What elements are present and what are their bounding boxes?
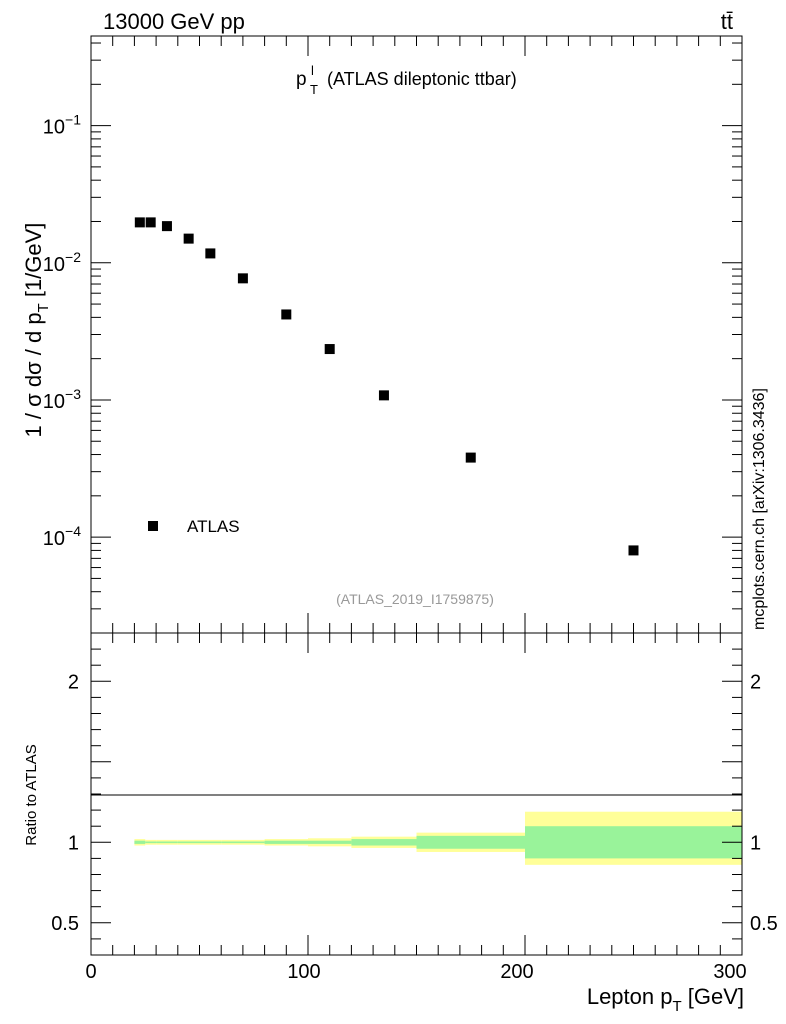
data-point — [205, 248, 216, 259]
data-point — [465, 452, 476, 463]
x-tick-label-100: 100 — [287, 961, 320, 983]
ratio-panel: 0.5 0.5 1 1 2 2 — [51, 632, 778, 956]
energy-label: 13000 GeV pp — [103, 9, 245, 34]
legend-label: ATLAS — [187, 517, 240, 536]
data-point — [628, 545, 639, 556]
x-tick-label-300: 300 — [713, 961, 746, 983]
ratio-inner-band — [221, 841, 265, 844]
main-ticks: 10−1 10−2 10−3 10−4 — [43, 36, 743, 634]
svg-text:1 / σ dσ / d pT [1/GeV]: 1 / σ dσ / d pT [1/GeV] — [21, 223, 52, 438]
plot-title-sup: l — [311, 63, 314, 78]
data-point — [378, 390, 389, 401]
plot-title-main: p — [296, 69, 307, 90]
legend-marker — [148, 521, 158, 531]
ratio-inner-band — [156, 841, 178, 844]
ratio-inner-band — [177, 841, 200, 844]
ratio-inner-band — [264, 840, 308, 844]
legend: ATLAS — [148, 517, 240, 536]
data-point — [145, 217, 156, 228]
ratio-y-tick-label-right: 0.5 — [750, 913, 778, 935]
data-point — [237, 273, 248, 284]
ratio-inner-band — [525, 826, 742, 859]
svg-text:mcplots.cern.ch [arXiv:1306.34: mcplots.cern.ch [arXiv:1306.3436] — [751, 388, 768, 630]
ratio-inner-band — [308, 840, 352, 844]
ratio-inner-band — [134, 840, 146, 844]
side-label: mcplots.cern.ch [arXiv:1306.3436] — [751, 388, 768, 630]
ratio-y-axis-title: Ratio to ATLAS — [23, 744, 40, 845]
ratio-bands — [134, 811, 742, 865]
data-point — [324, 344, 335, 355]
ratio-y-tick-label: 1 — [68, 832, 79, 854]
y-tick-label: 10−1 — [43, 112, 81, 139]
data-point — [134, 217, 145, 228]
plot-title-sub: T — [310, 82, 318, 97]
ratio-ticks: 0.5 0.5 1 1 2 2 — [51, 632, 778, 955]
x-tick-label-200: 200 — [500, 961, 533, 983]
ratio-y-tick-label: 0.5 — [51, 913, 79, 935]
data-point — [183, 233, 194, 244]
y-tick-label: 10−3 — [43, 386, 81, 413]
ratio-frame — [90, 632, 743, 956]
y-tick-label: 10−4 — [43, 523, 81, 550]
plot-title-rest: (ATLAS dileptonic ttbar) — [327, 69, 517, 89]
ratio-y-tick-label: 2 — [68, 671, 79, 693]
data-point — [161, 221, 172, 232]
y-axis-title: 1 / σ dσ / d pT [1/GeV] — [21, 223, 52, 438]
main-frame — [90, 35, 743, 634]
x-axis-title: Lepton pT [GeV] — [587, 984, 744, 1015]
ratio-inner-band — [351, 839, 417, 846]
plot-title: p l T (ATLAS dileptonic ttbar) — [296, 63, 517, 97]
ratio-y-tick-label-right: 1 — [750, 832, 761, 854]
analysis-id: (ATLAS_2019_I1759875) — [336, 591, 494, 607]
svg-text:Ratio to ATLAS: Ratio to ATLAS — [23, 744, 40, 845]
svg-text:Lepton pT [GeV]: Lepton pT [GeV] — [587, 984, 744, 1015]
data-points — [134, 217, 639, 556]
data-point — [281, 309, 292, 320]
y-tick-label: 10−2 — [43, 249, 81, 276]
ratio-inner-band — [416, 835, 525, 849]
x-tick-label-0: 0 — [85, 961, 96, 983]
main-panel: 10−1 10−2 10−3 10−4 — [43, 35, 743, 634]
process-label: tt̄ — [721, 9, 733, 34]
ratio-y-tick-label-right: 2 — [750, 671, 761, 693]
ratio-inner-band — [145, 841, 157, 844]
ratio-inner-band — [199, 841, 222, 844]
